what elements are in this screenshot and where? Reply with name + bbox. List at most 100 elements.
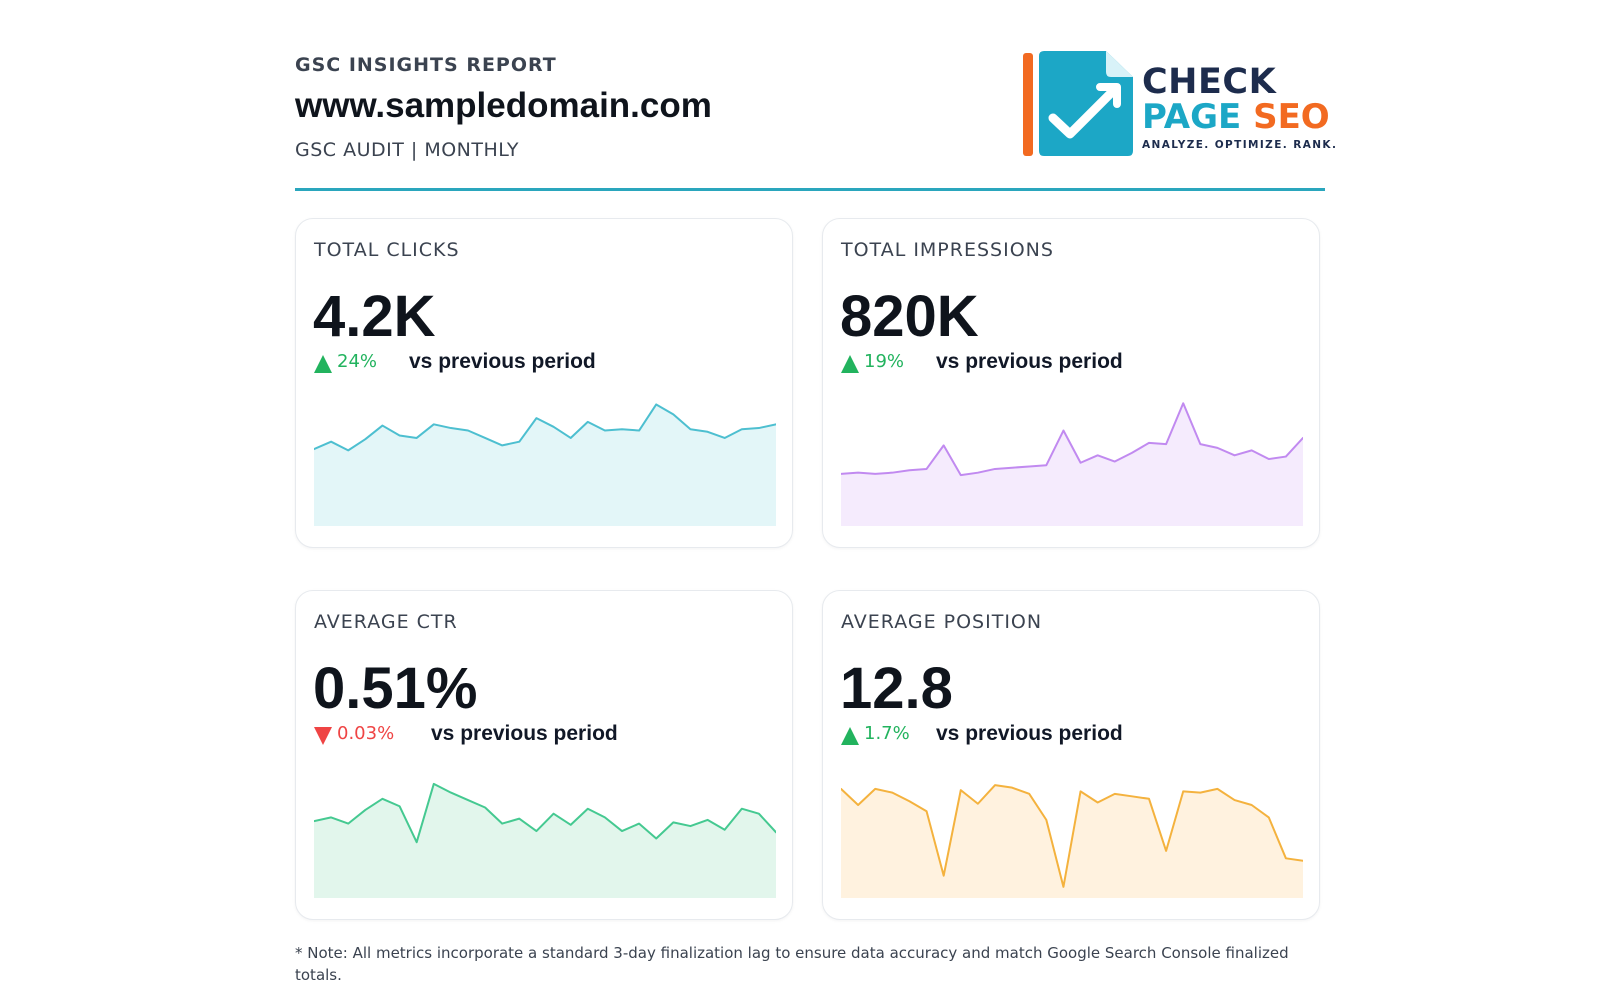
sparkline-point-18 xyxy=(1148,442,1150,444)
metric-delta-value: 1.7% xyxy=(864,723,910,744)
sparkline-point-23 xyxy=(1234,799,1236,801)
header-divider xyxy=(295,188,1325,191)
sparkline-point-22 xyxy=(689,825,691,827)
sparkline-point-9 xyxy=(467,799,469,801)
sparkline-point-17 xyxy=(1131,795,1133,797)
sparkline-point-14 xyxy=(1080,790,1082,792)
sparkline-line xyxy=(314,403,776,452)
sparkline-point-21 xyxy=(672,413,674,415)
sparkline-point-21 xyxy=(1199,792,1201,794)
sparkline-point-3 xyxy=(364,438,366,440)
sparkline-point-6 xyxy=(943,875,945,877)
sparkline-point-14 xyxy=(553,813,555,815)
sparkline-point-18 xyxy=(621,830,623,832)
sparkline-point-11 xyxy=(501,823,503,825)
report-domain: www.sampledomain.com xyxy=(295,86,712,125)
sparkline-point-22 xyxy=(1216,788,1218,790)
brand-wordmark: CHECK PAGE SEO ANALYZE. OPTIMIZE. RANK. xyxy=(1142,62,1336,152)
sparkline-point-11 xyxy=(1028,793,1030,795)
report-kicker: GSC INSIGHTS REPORT xyxy=(295,54,557,76)
sparkline-point-17 xyxy=(1131,452,1133,454)
trend-down-icon xyxy=(314,727,332,745)
metric-comparison: vs previous period xyxy=(431,722,618,745)
trend-up-icon xyxy=(314,355,332,373)
sparkline-point-7 xyxy=(433,783,435,785)
sparkline-line xyxy=(841,784,1303,888)
sparkline-point-20 xyxy=(1182,790,1184,792)
sparkline-point-5 xyxy=(926,468,928,470)
sparkline-point-17 xyxy=(604,430,606,432)
sparkline-point-3 xyxy=(364,809,366,811)
sparkline-point-24 xyxy=(1251,804,1253,806)
report-header: GSC INSIGHTS REPORT www.sampledomain.com… xyxy=(295,50,1336,190)
sparkline-point-26 xyxy=(758,813,760,815)
sparkline-point-24 xyxy=(1251,449,1253,451)
sparkline-point-16 xyxy=(1114,793,1116,795)
sparkline-point-12 xyxy=(518,441,520,443)
brand-word-page: PAGE xyxy=(1142,97,1242,137)
sparkline-point-10 xyxy=(1011,467,1013,469)
sparkline-point-10 xyxy=(484,437,486,439)
sparkline-point-9 xyxy=(467,430,469,432)
sparkline-point-11 xyxy=(1028,465,1030,467)
sparkline-point-26 xyxy=(1285,456,1287,458)
sparkline-point-5 xyxy=(399,805,401,807)
brand-word-check: CHECK xyxy=(1142,62,1277,102)
sparkline-point-13 xyxy=(1062,430,1064,432)
metric-label: TOTAL IMPRESSIONS xyxy=(841,239,1054,261)
sparkline-point-19 xyxy=(638,430,640,432)
sparkline-point-25 xyxy=(741,428,743,430)
report-page: GSC INSIGHTS REPORT www.sampledomain.com… xyxy=(295,0,1336,1000)
metric-value: 0.51% xyxy=(313,656,478,721)
sparkline-point-8 xyxy=(977,803,979,805)
sparkline-point-8 xyxy=(450,427,452,429)
sparkline-point-26 xyxy=(1285,857,1287,859)
sparkline-point-20 xyxy=(655,837,657,839)
trend-up-icon xyxy=(841,727,859,745)
sparkline-point-15 xyxy=(1097,454,1099,456)
brand-page-seo: PAGE SEO xyxy=(1142,99,1332,135)
sparkline-point-25 xyxy=(741,808,743,810)
sparkline-chart-total-clicks xyxy=(314,403,776,526)
sparkline-point-4 xyxy=(908,469,910,471)
metric-value: 820K xyxy=(840,284,979,349)
sparkline-point-21 xyxy=(672,821,674,823)
sparkline-point-10 xyxy=(484,806,486,808)
sparkline-point-13 xyxy=(535,417,537,419)
brand-word-seo: SEO xyxy=(1253,97,1330,137)
sparkline-point-1 xyxy=(330,816,332,818)
sparkline-point-6 xyxy=(416,841,418,843)
metric-comparison: vs previous period xyxy=(936,722,1123,745)
sparkline-area xyxy=(841,403,1303,526)
sparkline-point-25 xyxy=(1268,458,1270,460)
sparkline-point-9 xyxy=(994,468,996,470)
sparkline-point-5 xyxy=(399,434,401,436)
sparkline-point-16 xyxy=(587,421,589,423)
sparkline-point-25 xyxy=(1268,816,1270,818)
sparkline-point-24 xyxy=(724,437,726,439)
sparkline-point-1 xyxy=(330,441,332,443)
sparkline-point-9 xyxy=(994,784,996,786)
sparkline-point-18 xyxy=(621,428,623,430)
brand-logo: CHECK PAGE SEO ANALYZE. OPTIMIZE. RANK. xyxy=(1023,50,1336,162)
metric-card-total-impressions: TOTAL IMPRESSIONS 820K 19% vs previous p… xyxy=(822,218,1320,548)
sparkline-point-24 xyxy=(724,829,726,831)
metric-value: 4.2K xyxy=(313,284,436,349)
sparkline-point-4 xyxy=(908,800,910,802)
sparkline-point-13 xyxy=(1062,886,1064,888)
sparkline-point-12 xyxy=(1045,464,1047,466)
metric-comparison: vs previous period xyxy=(409,350,596,373)
metric-delta-value: 0.03% xyxy=(337,723,395,744)
sparkline-point-13 xyxy=(535,830,537,832)
sparkline-point-18 xyxy=(1148,798,1150,800)
sparkline-point-2 xyxy=(874,473,876,475)
metric-label: AVERAGE POSITION xyxy=(841,611,1043,633)
sparkline-point-15 xyxy=(1097,802,1099,804)
metric-card-average-position: AVERAGE POSITION 12.8 1.7% vs previous p… xyxy=(822,590,1320,920)
sparkline-point-19 xyxy=(638,823,640,825)
sparkline-point-4 xyxy=(381,425,383,427)
sparkline-point-23 xyxy=(707,431,709,433)
metric-label: AVERAGE CTR xyxy=(314,611,458,633)
report-subtitle: GSC AUDIT | MONTHLY xyxy=(295,139,519,161)
sparkline-area xyxy=(314,783,776,898)
